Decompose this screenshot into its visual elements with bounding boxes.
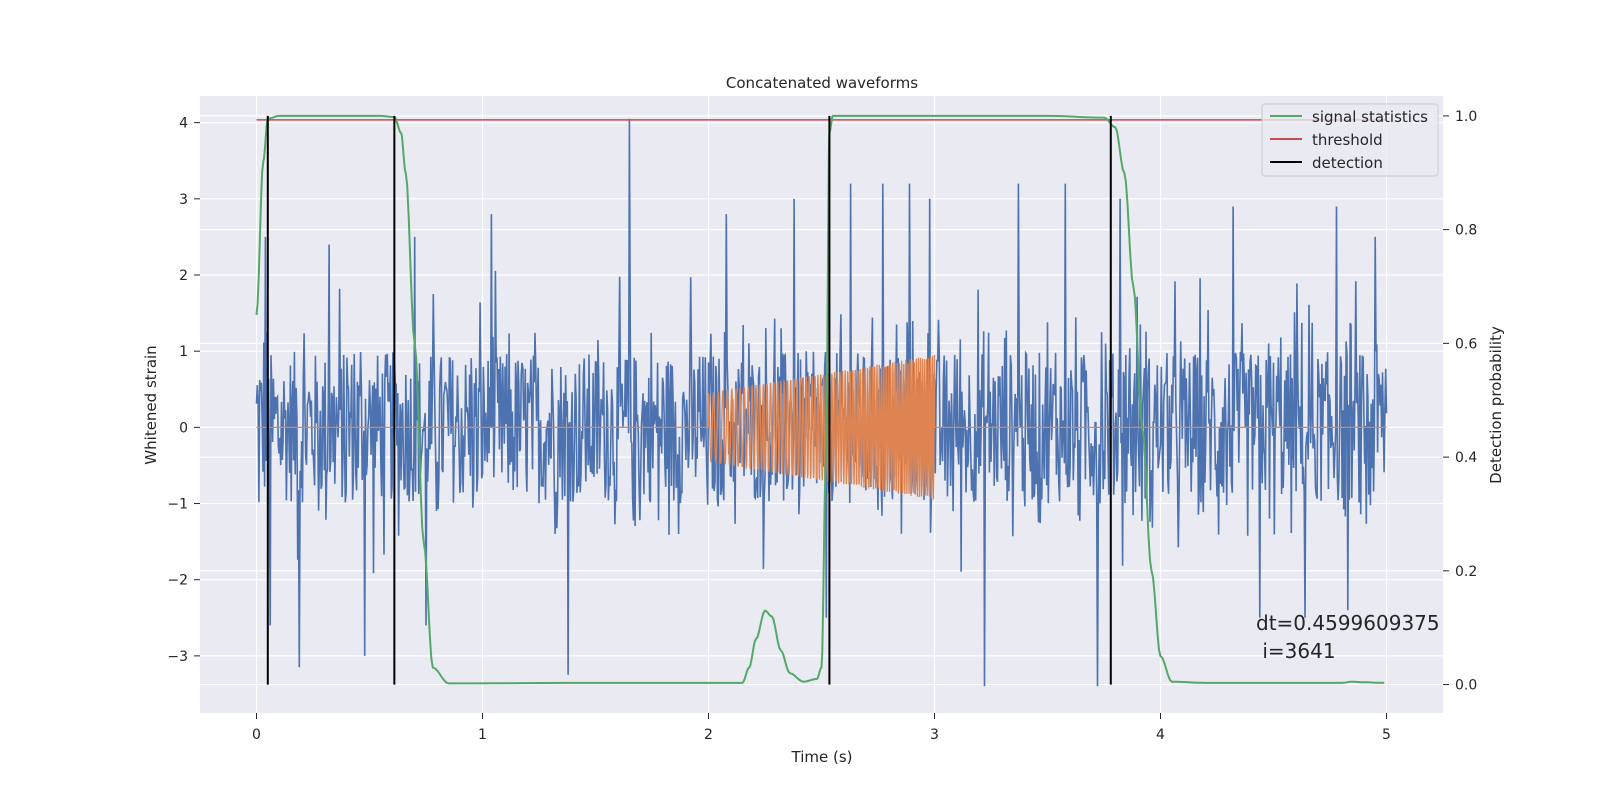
annotation: dt=0.4599609375 i=3641 bbox=[1256, 611, 1440, 663]
left-y-tick-label: −3 bbox=[167, 649, 188, 665]
right-y-tick-label: 1.0 bbox=[1455, 109, 1477, 125]
legend-box bbox=[1261, 103, 1439, 177]
detection-lines bbox=[266, 115, 1112, 685]
x-tick-label: 2 bbox=[704, 727, 713, 743]
legend-label-signal-statistics: signal statistics bbox=[1312, 108, 1428, 126]
plot-area bbox=[255, 114, 1388, 687]
left-y-tick-label: 4 bbox=[179, 116, 188, 132]
x-tick-label: 1 bbox=[478, 727, 487, 743]
left-y-tick-label: −2 bbox=[167, 573, 188, 589]
legend-label-threshold: threshold bbox=[1312, 131, 1383, 149]
right-y-tick-label: 0.0 bbox=[1455, 678, 1477, 694]
left-y-tick-label: 1 bbox=[179, 344, 188, 360]
x-tick-label: 0 bbox=[252, 727, 261, 743]
right-y-axis-label: Detection probability bbox=[1487, 326, 1505, 484]
right-y-tick-label: 0.4 bbox=[1455, 450, 1477, 466]
left-y-tick-label: 2 bbox=[179, 268, 188, 284]
right-y-tick-label: 0.2 bbox=[1455, 564, 1477, 580]
left-y-tick-label: −1 bbox=[167, 497, 188, 513]
x-tick-label: 4 bbox=[1156, 727, 1165, 743]
right-y-gridlines bbox=[200, 115, 1443, 686]
chart-title: Concatenated waveforms bbox=[726, 74, 918, 92]
annotation-line-2: i=3641 bbox=[1256, 639, 1336, 663]
left-y-tick-label: 3 bbox=[179, 192, 188, 208]
annotation-line-1: dt=0.4599609375 bbox=[1256, 611, 1440, 635]
x-tick-label: 3 bbox=[930, 727, 939, 743]
legend-label-detection: detection bbox=[1312, 154, 1383, 172]
left-y-tick-label: 0 bbox=[179, 420, 188, 436]
x-axis-label: Time (s) bbox=[791, 748, 853, 766]
right-y-tick-label: 0.6 bbox=[1455, 336, 1477, 352]
x-axis-ticks: 0 1 2 3 4 5 bbox=[252, 713, 1391, 743]
right-y-axis-ticks: 0.0 0.2 0.4 0.6 0.8 1.0 bbox=[1443, 109, 1477, 694]
x-tick-label: 5 bbox=[1382, 727, 1391, 743]
right-y-tick-label: 0.8 bbox=[1455, 223, 1477, 239]
left-y-axis-ticks: −3 −2 −1 0 1 2 3 4 bbox=[167, 116, 200, 665]
template-series-line bbox=[256, 354, 1387, 500]
left-y-axis-label: Whitened strain bbox=[142, 345, 160, 464]
signal-statistics-line bbox=[255, 114, 1385, 685]
legend: signal statistics threshold detection bbox=[1261, 103, 1439, 177]
